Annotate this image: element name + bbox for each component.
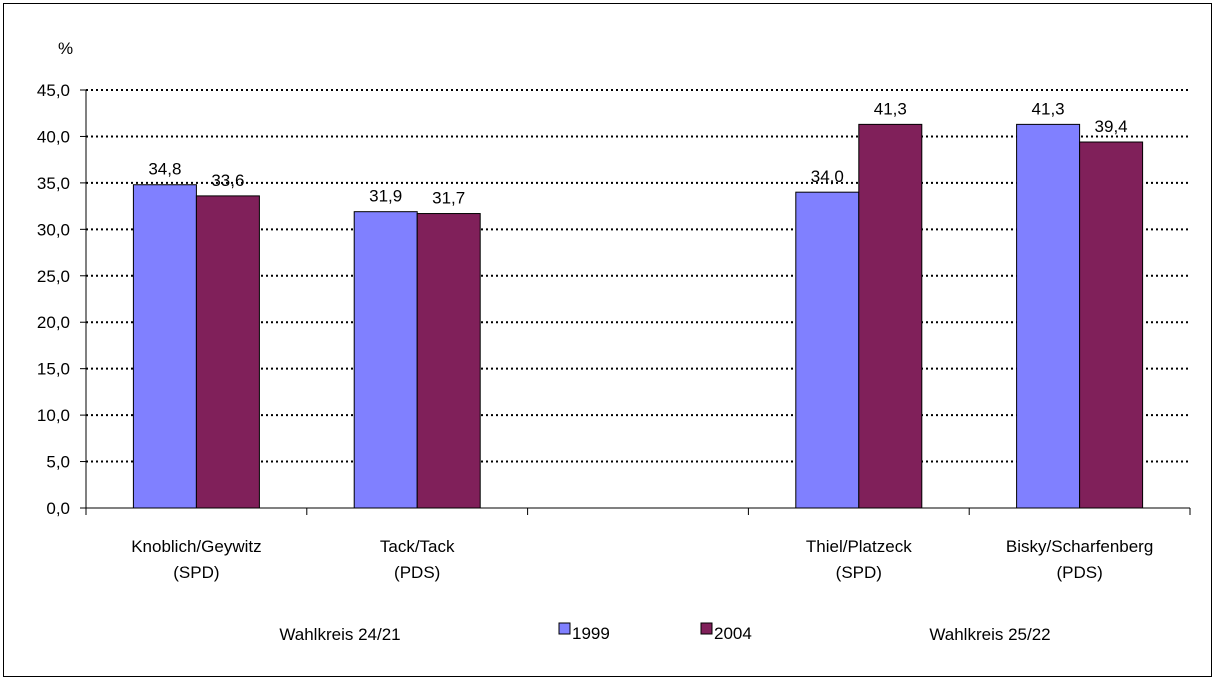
legend-swatch-1999 [558, 622, 571, 635]
category-label: Thiel/Platzeck [806, 537, 912, 556]
data-label-1999: 34,0 [811, 167, 844, 186]
group-label-right: Wahlkreis 25/22 [929, 625, 1050, 644]
bar-2004 [858, 123, 923, 509]
legend-label-1999: 1999 [572, 624, 610, 643]
y-tick-label: 45,0 [37, 81, 70, 100]
category-sublabel: (PDS) [394, 563, 440, 582]
bar-1999 [132, 184, 197, 509]
data-label-2004: 31,7 [432, 189, 465, 208]
data-labels: 34,8 33,6 31,9 31,7 34,0 41,3 41,3 39,4 [148, 99, 1127, 207]
bar-1999 [1016, 123, 1081, 509]
category-sublabel: (SPD) [836, 563, 882, 582]
legend: 1999 2004 [558, 622, 752, 643]
bar-2004 [1079, 141, 1144, 509]
data-label-1999: 31,9 [369, 187, 402, 206]
data-label-1999: 34,8 [148, 160, 181, 179]
y-tick-label: 20,0 [37, 313, 70, 332]
axes [85, 90, 1191, 515]
y-axis-unit-label: % [58, 39, 73, 58]
y-axis-ticks: 0,0 5,0 10,0 15,0 20,0 25,0 30,0 35,0 40,0 45,0 [37, 81, 86, 518]
legend-label-2004: 2004 [714, 624, 752, 643]
y-tick-label: 40,0 [37, 127, 70, 146]
category-labels: Knoblich/Geywitz (SPD) Tack/Tack (PDS) Thiel… [131, 537, 1153, 582]
category-sublabel: (PDS) [1056, 563, 1102, 582]
bars [132, 123, 1144, 509]
category-sublabel: (SPD) [173, 563, 219, 582]
data-label-2004: 41,3 [874, 99, 907, 118]
y-tick-label: 0,0 [46, 499, 70, 518]
y-tick-label: 30,0 [37, 220, 70, 239]
y-tick-label: 5,0 [46, 453, 70, 472]
bar-1999 [353, 211, 418, 509]
bar-1999 [795, 191, 860, 509]
y-tick-label: 15,0 [37, 360, 70, 379]
gridlines [86, 89, 1190, 463]
y-tick-label: 25,0 [37, 267, 70, 286]
category-label: Knoblich/Geywitz [131, 537, 261, 556]
category-label: Tack/Tack [380, 537, 455, 556]
legend-swatch-2004 [700, 622, 713, 635]
y-tick-label: 10,0 [37, 406, 70, 425]
chart-frame [3, 3, 1212, 677]
group-label-left: Wahlkreis 24/21 [279, 625, 400, 644]
y-tick-label: 35,0 [37, 174, 70, 193]
data-label-2004: 33,6 [211, 171, 244, 190]
category-label: Bisky/Scharfenberg [1006, 537, 1153, 556]
data-label-1999: 41,3 [1032, 99, 1065, 118]
bar-2004 [195, 195, 260, 509]
bar-2004 [416, 213, 481, 509]
data-label-2004: 39,4 [1095, 117, 1128, 136]
